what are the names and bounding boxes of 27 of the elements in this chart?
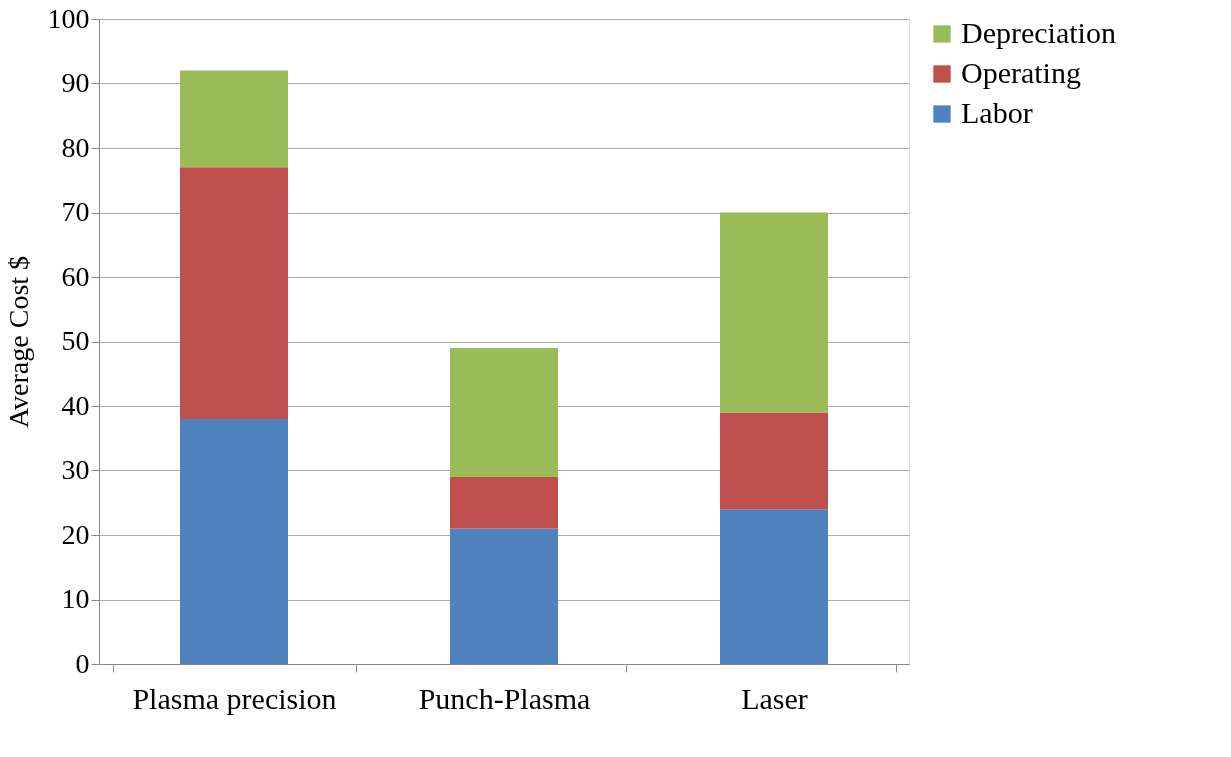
y-tick-label: 30 <box>61 454 90 485</box>
bar <box>180 70 288 168</box>
bar <box>450 528 558 664</box>
x-tick-label: Plasma precision <box>132 681 337 715</box>
y-axis-title: Average Cost $ <box>2 255 34 429</box>
bar <box>180 167 288 419</box>
y-tick-label: 70 <box>61 196 90 227</box>
x-tick-label: Laser <box>741 681 808 715</box>
y-tick-label: 20 <box>61 518 90 550</box>
y-tick-label: 50 <box>61 325 90 356</box>
bar <box>450 347 558 477</box>
bar <box>180 418 288 664</box>
bar <box>720 509 828 664</box>
legend-label: Operating <box>961 56 1081 89</box>
legend-label: Depreciation <box>961 16 1116 49</box>
bar <box>720 212 828 413</box>
y-tick-label: 60 <box>61 260 90 292</box>
y-tick-label: 0 <box>75 647 90 679</box>
y-tick-label: 90 <box>61 67 90 98</box>
bar <box>450 476 558 529</box>
y-tick-label: 100 <box>47 2 90 34</box>
y-tick-label: 80 <box>61 131 90 163</box>
bar <box>720 412 828 510</box>
legend-label: Labor <box>961 96 1033 129</box>
y-tick-label: 10 <box>61 583 90 614</box>
y-tick-label: 40 <box>61 389 90 421</box>
x-tick-label: Punch-Plasma <box>418 681 591 715</box>
